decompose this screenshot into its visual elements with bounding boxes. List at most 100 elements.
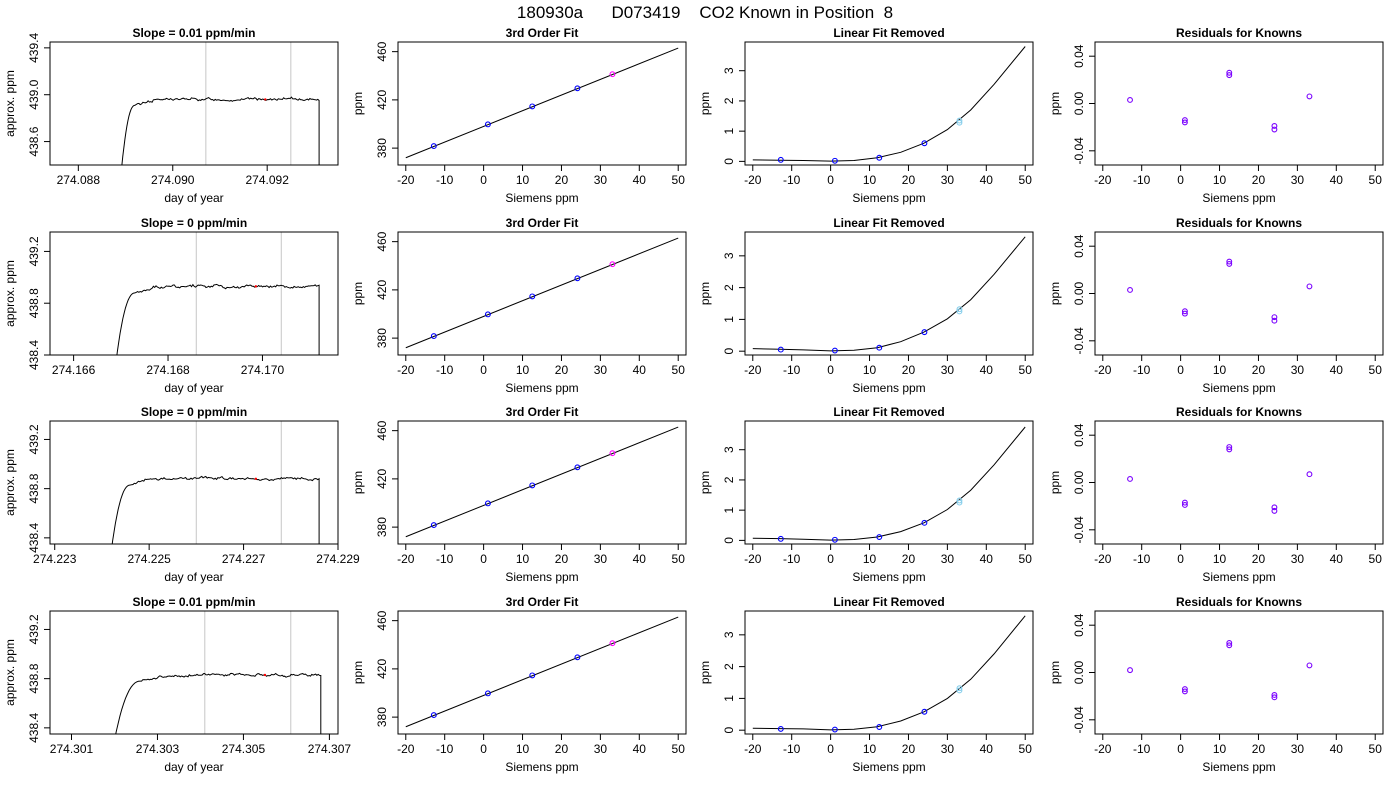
data-point xyxy=(529,293,536,300)
plot-area xyxy=(121,42,320,165)
x-tick-label: 274.307 xyxy=(308,742,352,756)
x-tick-label: 0 xyxy=(1177,742,1184,756)
data-point xyxy=(430,522,437,529)
plot-area xyxy=(405,426,679,538)
panel-title: 3rd Order Fit xyxy=(506,405,579,419)
y-tick-label: 0.04 xyxy=(1072,234,1086,258)
x-tick-label: 274.305 xyxy=(222,742,266,756)
data-point xyxy=(876,534,883,540)
y-tick-label: 420 xyxy=(375,280,389,300)
x-tick-label: 20 xyxy=(902,552,916,566)
x-tick-label: -10 xyxy=(1133,552,1151,566)
plot-area xyxy=(405,616,679,728)
fit-line xyxy=(405,237,679,349)
plot-area xyxy=(1127,639,1313,701)
concentration-trace xyxy=(121,96,320,165)
data-point xyxy=(956,119,963,126)
x-tick-label: -20 xyxy=(744,742,762,756)
x-tick-label: 40 xyxy=(980,173,994,187)
x-tick-label: 40 xyxy=(1330,363,1344,377)
x-tick-label: 20 xyxy=(902,173,916,187)
x-tick-label: 10 xyxy=(863,173,877,187)
y-tick-label: 438.4 xyxy=(27,713,41,743)
residual-curve xyxy=(752,426,1026,541)
data-point xyxy=(831,726,838,733)
plot-area xyxy=(111,421,320,544)
x-tick-label: 10 xyxy=(863,552,877,566)
x-tick-label: -10 xyxy=(1133,742,1151,756)
figure-title: 180930a D073419 CO2 Known in Position 8 xyxy=(517,3,893,22)
plot-frame xyxy=(397,610,687,735)
y-tick-label: 1 xyxy=(722,127,736,134)
x-tick-label: 50 xyxy=(672,742,686,756)
data-point xyxy=(574,85,581,92)
plot-frame xyxy=(49,610,339,735)
plot-area xyxy=(1127,444,1313,514)
plot-frame xyxy=(744,41,1034,166)
plot-frame xyxy=(397,420,687,545)
y-tick-label: 439.4 xyxy=(27,33,41,63)
x-tick-label: 274.303 xyxy=(136,742,180,756)
x-tick-label: 50 xyxy=(1019,173,1033,187)
y-tick-label: 0.04 xyxy=(1072,613,1086,637)
plot-area xyxy=(1127,69,1313,133)
x-tick-label: 30 xyxy=(594,742,608,756)
y-tick-label: 2 xyxy=(722,284,736,291)
data-point xyxy=(574,464,581,471)
plot-frame xyxy=(397,231,687,356)
residual-curve xyxy=(752,615,1026,731)
x-tick-label: 10 xyxy=(516,363,530,377)
data-point xyxy=(529,482,536,489)
data-point xyxy=(484,500,491,507)
data-point xyxy=(1181,502,1188,508)
panel-r2-c2: 3rd Order Fit Siemens ppm ppm -20 -10 0 10 20 30… xyxy=(351,216,687,395)
x-tick-label: -20 xyxy=(397,363,415,377)
target-point xyxy=(263,673,267,677)
plot-area xyxy=(1127,258,1313,324)
y-tick-label: 0.04 xyxy=(1072,423,1086,447)
panel-title: Linear Fit Removed xyxy=(833,405,944,419)
x-tick-label: 0 xyxy=(827,173,834,187)
x-tick-label: -10 xyxy=(1133,173,1151,187)
data-point xyxy=(529,103,536,110)
panel-title: Slope = 0.01 ppm/min xyxy=(132,26,255,40)
y-axis-label: ppm xyxy=(698,282,712,305)
x-tick-label: 0 xyxy=(480,173,487,187)
y-tick-label: 0 xyxy=(722,158,736,165)
x-tick-label: 30 xyxy=(1291,173,1305,187)
panel-r2-c1: Slope = 0 ppm/min day of year approx. ppm 2… xyxy=(3,216,339,395)
y-tick-label: 438.8 xyxy=(27,288,41,318)
y-axis-label: approx. ppm xyxy=(3,449,17,516)
x-tick-label: -10 xyxy=(436,173,454,187)
x-tick-label: 50 xyxy=(672,552,686,566)
data-point xyxy=(876,344,883,351)
y-tick-label: 3 xyxy=(722,67,736,74)
x-tick-label: 50 xyxy=(672,173,686,187)
data-point xyxy=(921,329,928,336)
data-point xyxy=(956,499,963,506)
x-tick-label: -20 xyxy=(1094,173,1112,187)
x-axis-label: Siemens ppm xyxy=(1202,570,1275,584)
panel-title: Slope = 0 ppm/min xyxy=(141,405,247,419)
x-tick-label: 10 xyxy=(1213,363,1227,377)
plot-frame xyxy=(744,231,1034,356)
y-tick-label: 380 xyxy=(375,707,389,727)
data-point xyxy=(777,535,784,542)
concentration-trace xyxy=(111,475,320,544)
data-point xyxy=(1271,317,1278,324)
data-point xyxy=(574,275,581,282)
x-tick-label: 40 xyxy=(633,173,647,187)
y-tick-label: 380 xyxy=(375,328,389,348)
x-tick-label: 50 xyxy=(1369,173,1383,187)
x-tick-label: 30 xyxy=(941,363,955,377)
data-point xyxy=(1127,97,1133,103)
panel-r3-c3: Linear Fit Removed Siemens ppm ppm -20 -10 0 1… xyxy=(698,405,1034,584)
y-tick-label: 1 xyxy=(722,316,736,323)
data-point xyxy=(1306,471,1313,478)
concentration-trace xyxy=(116,283,320,355)
panel-r1-c4: Residuals for Knowns Siemens ppm ppm -20 -10… xyxy=(1048,26,1384,205)
y-tick-label: 420 xyxy=(375,90,389,110)
data-point xyxy=(1226,260,1233,267)
x-tick-label: 30 xyxy=(1291,742,1305,756)
x-tick-label: -20 xyxy=(397,552,415,566)
